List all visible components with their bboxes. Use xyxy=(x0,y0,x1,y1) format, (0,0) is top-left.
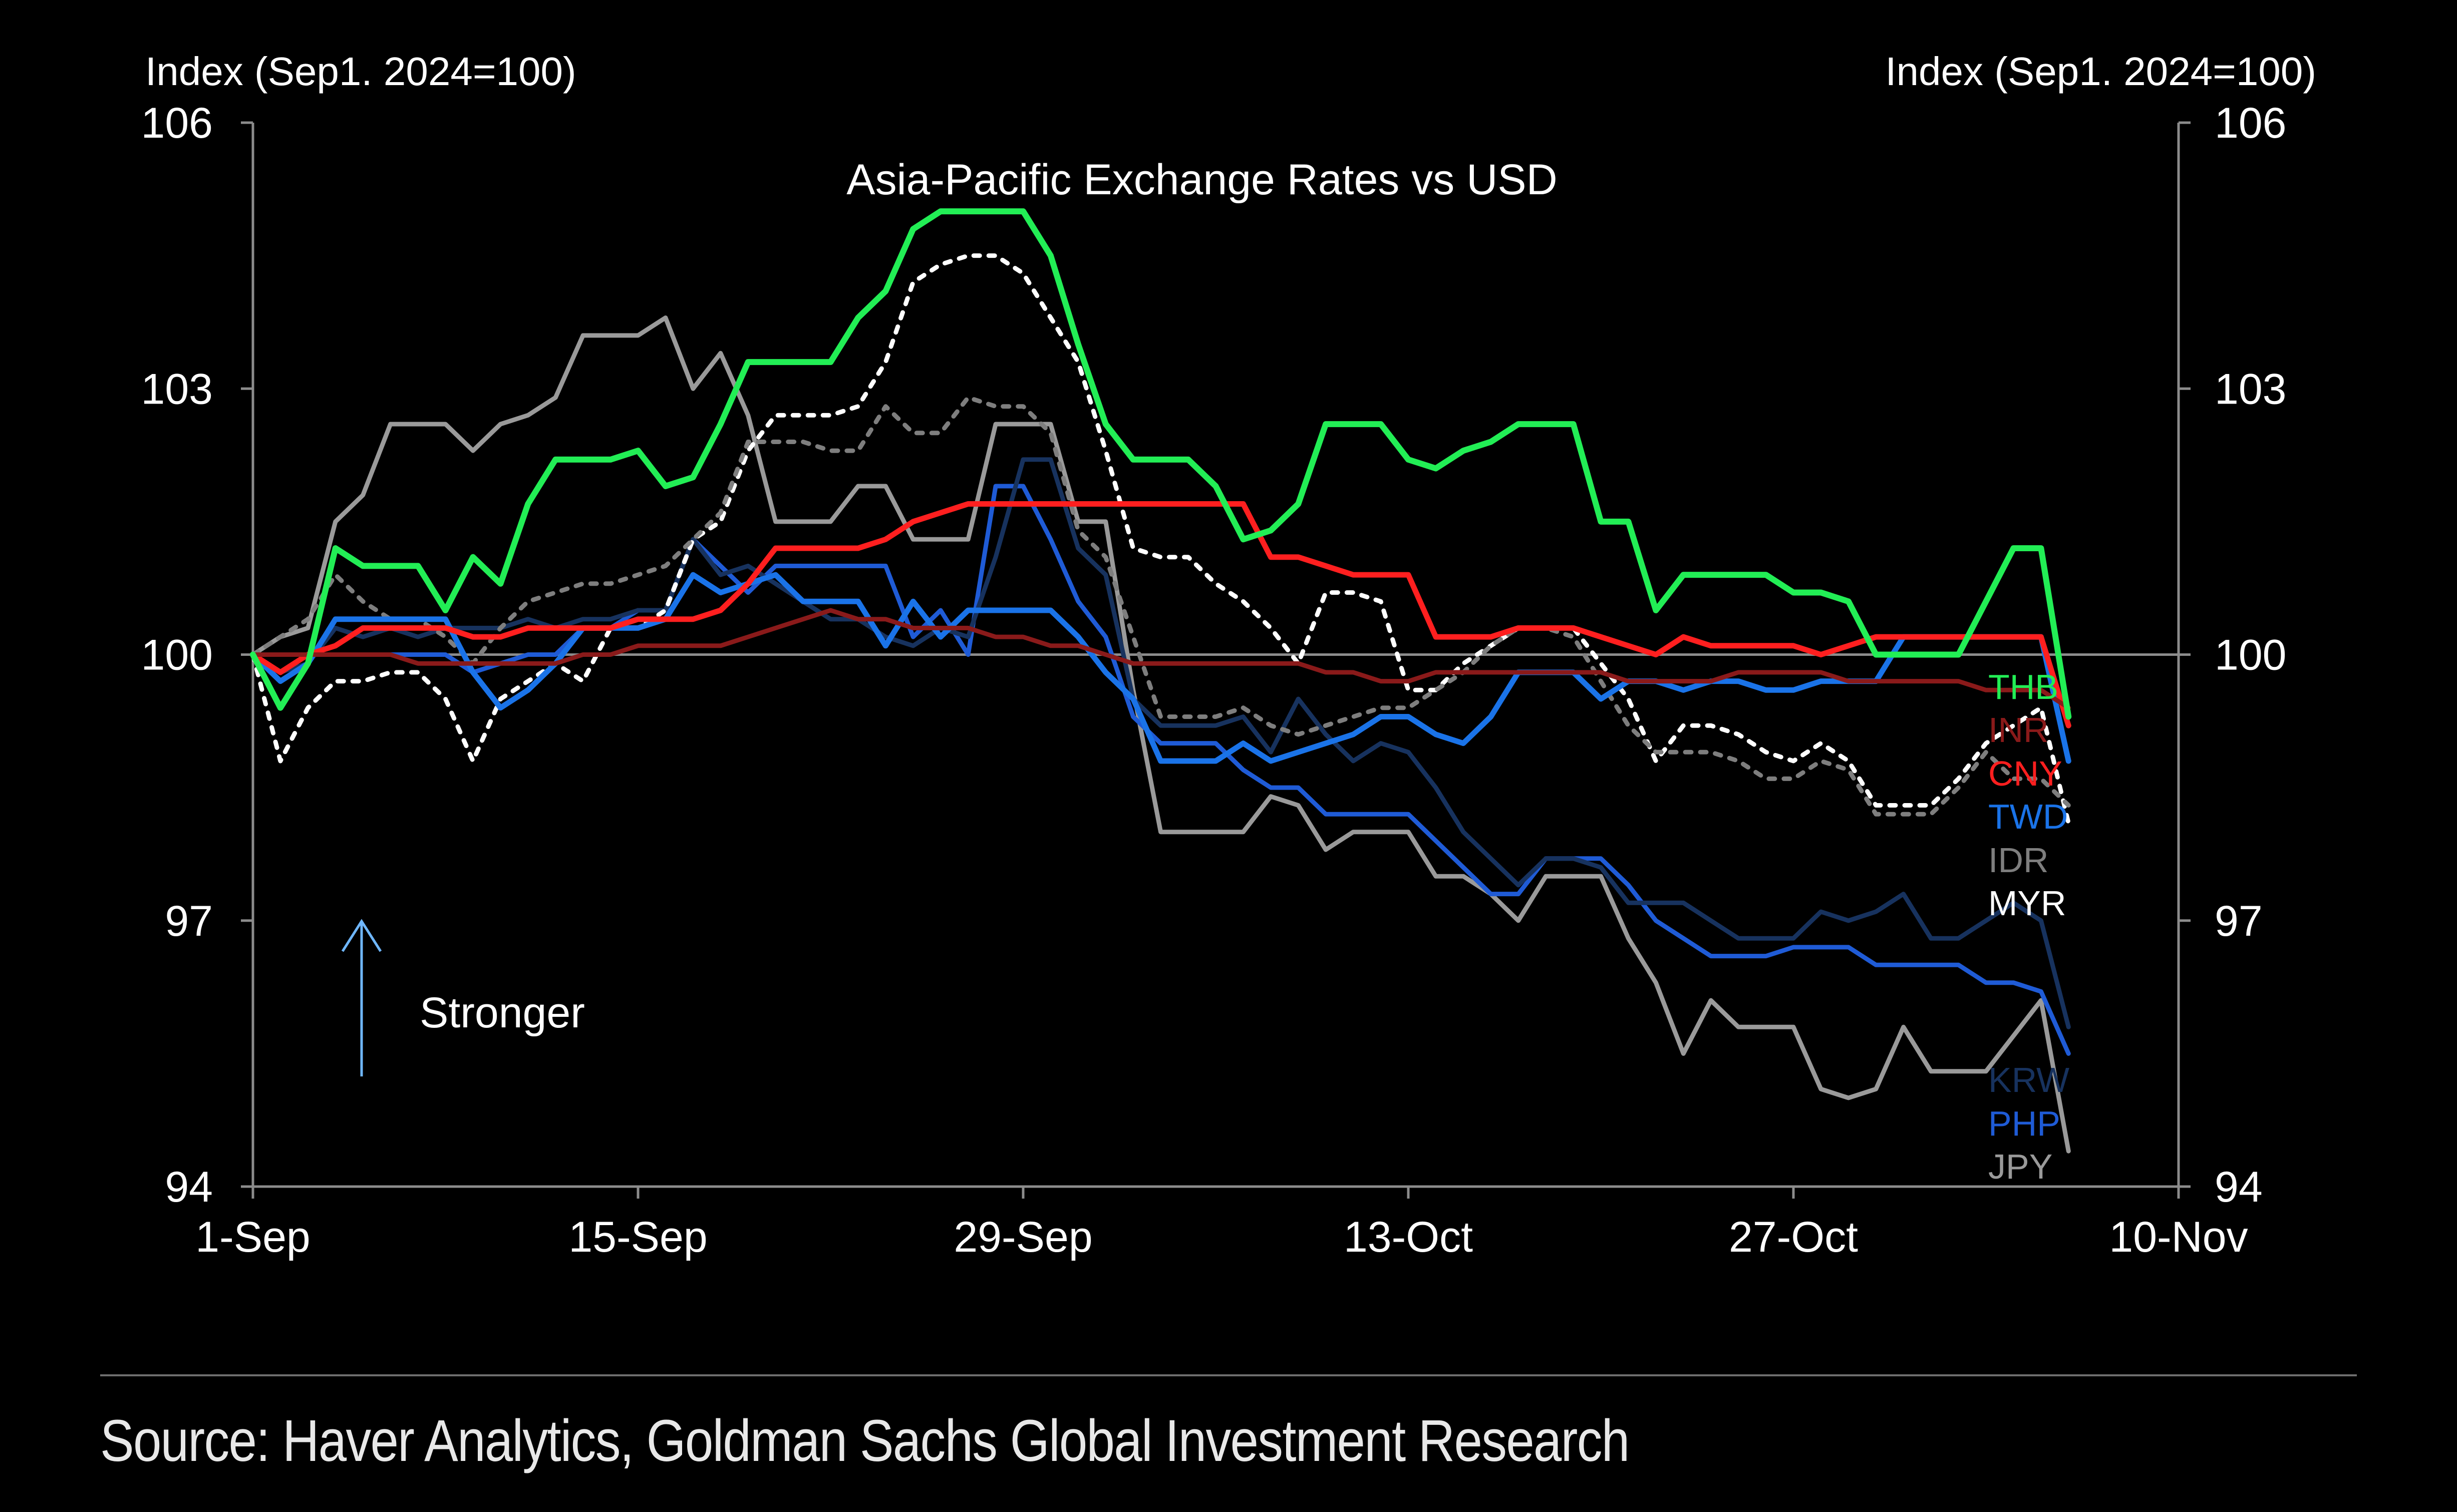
stronger-arrowhead-icon xyxy=(341,919,382,952)
x-tick-label: 1-Sep xyxy=(195,1213,311,1261)
series-line-inr xyxy=(250,608,2071,710)
x-tick-label: 13-Oct xyxy=(1344,1213,1473,1261)
y-tick-label-left: 100 xyxy=(141,631,213,679)
legend-label-twd: TWD xyxy=(1988,797,2068,836)
x-tick-label: 15-Sep xyxy=(568,1213,707,1261)
chart-title: Asia-Pacific Exchange Rates vs USD xyxy=(846,156,1558,204)
series-line-idr xyxy=(250,395,2071,817)
legend-label-idr: IDR xyxy=(1988,841,2049,880)
x-tick-label: 29-Sep xyxy=(954,1213,1092,1261)
series-line-myr xyxy=(250,253,2071,826)
y-tick-label-right: 97 xyxy=(2215,897,2263,945)
y-tick-label-right: 94 xyxy=(2215,1163,2263,1211)
legend-label-thb: THB xyxy=(1988,667,2058,706)
x-tick-label: 27-Oct xyxy=(1729,1213,1858,1261)
legend-label-krw: KRW xyxy=(1988,1060,2069,1099)
series-line-jpy xyxy=(250,315,2071,1154)
y-tick-label-left: 106 xyxy=(141,99,213,147)
right-axis-title: Index (Sep1. 2024=100) xyxy=(1885,49,2316,94)
series-line-thb xyxy=(250,208,2072,720)
legend: THB INR CNY TWD IDR MYR KRW PHP JPY xyxy=(1988,667,2069,1186)
legend-label-cny: CNY xyxy=(1988,754,2062,793)
source-note: Source: Haver Analytics, Goldman Sachs G… xyxy=(100,1408,1630,1474)
y-tick-label-left: 97 xyxy=(165,897,213,945)
series-layer xyxy=(250,208,2072,1154)
y-tick-label-left: 103 xyxy=(141,365,213,413)
legend-label-inr: INR xyxy=(1988,710,2049,749)
x-tick-label: 10-Nov xyxy=(2109,1213,2248,1261)
legend-label-myr: MYR xyxy=(1988,884,2066,923)
y-tick-label-right: 106 xyxy=(2215,99,2287,147)
stronger-annotation: Stronger xyxy=(341,919,585,1076)
y-tick-label-right: 103 xyxy=(2215,365,2287,413)
legend-label-php: PHP xyxy=(1988,1104,2060,1143)
y-tick-label-left: 94 xyxy=(165,1163,213,1211)
series-line-cny xyxy=(250,501,2071,728)
legend-label-jpy: JPY xyxy=(1988,1147,2052,1186)
source-divider xyxy=(100,1374,2357,1376)
series-line-php xyxy=(250,484,2071,1056)
stronger-label: Stronger xyxy=(420,989,585,1037)
y-tick-label-right: 100 xyxy=(2215,631,2287,679)
left-axis-title: Index (Sep1. 2024=100) xyxy=(145,49,576,94)
